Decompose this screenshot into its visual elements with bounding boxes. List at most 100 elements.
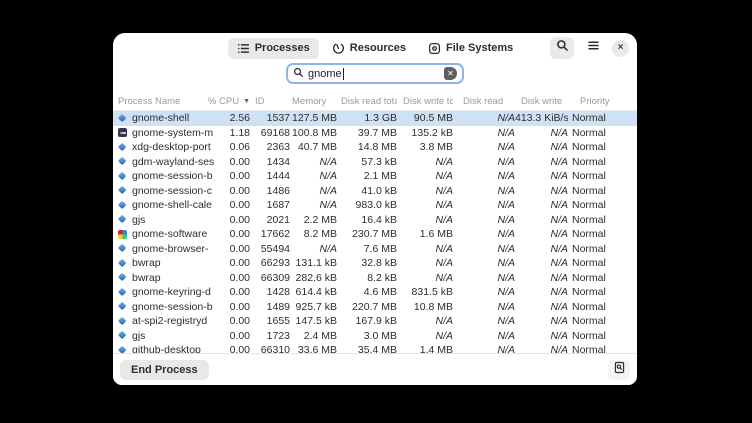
cell-disk-read: N/A: [497, 315, 515, 328]
tab-resources[interactable]: Resources: [323, 38, 415, 59]
column-header--cpu[interactable]: % CPU ▼: [207, 95, 250, 107]
cell-disk-read-total: 7.6 MB: [363, 242, 397, 255]
cell-memory: 131.1 kB: [295, 257, 337, 270]
cell-disk-read-total: 39.7 MB: [357, 126, 397, 139]
generic-app-icon: [118, 215, 127, 224]
cell-disk-write-total: N/A: [435, 257, 453, 270]
process-row[interactable]: gnome-shell 2.56 1537 127.5 MB 1.3 GB 90.5 MB…: [113, 111, 637, 126]
cell-process-name: xdg-desktop-port: [118, 141, 221, 153]
cell-disk-read: N/A: [497, 199, 515, 212]
cell-priority: Normal: [572, 112, 606, 125]
cell-process-name: gnome-system-m: [118, 127, 221, 139]
column-header-disk-read[interactable]: Disk read: [463, 95, 504, 107]
search-toggle-button[interactable]: [550, 37, 575, 59]
process-row[interactable]: gnome-software 0.00 17662 8.2 MB 230.7 MB 1.6…: [113, 227, 637, 242]
cell-disk-read-total: 2.1 MB: [363, 170, 397, 183]
process-row[interactable]: gdm-wayland-ses 0.00 1434 N/A 57.3 kB N/A N/A N…: [113, 155, 637, 170]
process-row[interactable]: gnome-browser- 0.00 55494 N/A 7.6 MB N/A N/A N/…: [113, 242, 637, 257]
cell-priority: Normal: [572, 170, 606, 183]
cell-disk-read-total: 32.8 kB: [361, 257, 397, 270]
process-row[interactable]: gnome-shell-cale 0.00 1687 N/A 983.0 kB N/A N/…: [113, 198, 637, 213]
cell-disk-write: N/A: [550, 126, 568, 139]
process-row[interactable]: gjs 0.00 1723 2.4 MB 3.0 MB N/A N/A N/A Normal: [113, 329, 637, 344]
cell-disk-write: N/A: [550, 199, 568, 212]
cell-disk-write: N/A: [550, 329, 568, 342]
generic-app-icon: [118, 201, 127, 210]
column-header-process-name[interactable]: Process Name: [118, 95, 181, 107]
cell-process-name: github-desktop: [118, 344, 221, 353]
cell-process-name: gnome-software: [118, 228, 221, 240]
process-row[interactable]: gnome-keyring-d 0.00 1428 614.4 kB 4.6 MB 831…: [113, 285, 637, 300]
cell-memory: 614.4 kB: [295, 286, 337, 299]
cell-memory: N/A: [319, 242, 337, 255]
cell-memory: 147.5 kB: [295, 315, 337, 328]
cell-memory: N/A: [319, 184, 337, 197]
cell-disk-read: N/A: [497, 112, 515, 125]
cell-id: 2021: [266, 213, 290, 226]
process-row[interactable]: gnome-session-b 0.00 1489 925.7 kB 220.7 MB 1…: [113, 300, 637, 315]
cell-id: 17662: [260, 228, 290, 241]
menu-button[interactable]: [581, 37, 605, 59]
cell-disk-read-total: 230.7 MB: [352, 228, 397, 241]
cell-disk-write-total: N/A: [435, 184, 453, 197]
process-name-label: gnome-system-m: [132, 126, 214, 139]
search-input[interactable]: [308, 67, 444, 80]
cell-memory: 8.2 MB: [303, 228, 337, 241]
tab-processes[interactable]: Processes: [227, 37, 319, 59]
process-name-label: gnome-keyring-d: [132, 286, 211, 299]
process-row[interactable]: at-spi2-registryd 0.00 1655 147.5 kB 167.9 k…: [113, 314, 637, 329]
cell-disk-write-total: 10.8 MB: [413, 300, 453, 313]
process-row[interactable]: xdg-desktop-port 0.06 2363 40.7 MB 14.8 MB 3.…: [113, 140, 637, 155]
clear-search-icon[interactable]: ✕: [444, 67, 457, 80]
cell-priority: Normal: [572, 300, 606, 313]
column-header-disk-read-total[interactable]: Disk read total: [341, 95, 397, 107]
process-name-label: xdg-desktop-port: [132, 141, 211, 154]
column-header-disk-write-total[interactable]: Disk write total: [403, 95, 453, 107]
tab-file-systems[interactable]: File Systems: [419, 38, 522, 59]
view-switcher: Processes Resources: [227, 37, 523, 59]
cell-process-name: gnome-session-c: [118, 185, 221, 197]
cell-cpu: 0.00: [229, 271, 250, 284]
cell-disk-write: N/A: [550, 184, 568, 197]
close-button[interactable]: ×: [612, 39, 630, 57]
process-row[interactable]: gjs 0.00 2021 2.2 MB 16.4 kB N/A N/A N/A Normal: [113, 213, 637, 228]
tab-file-systems-label: File Systems: [446, 42, 514, 54]
process-row[interactable]: github-desktop 0.00 66310 33.6 MB 35.4 MB 1.4…: [113, 343, 637, 353]
column-header-memory[interactable]: Memory: [292, 95, 327, 107]
cell-disk-read: N/A: [497, 141, 515, 154]
cell-disk-write-total: N/A: [435, 213, 453, 226]
cell-disk-write: N/A: [550, 286, 568, 299]
process-row[interactable]: gnome-session-c 0.00 1486 N/A 41.0 kB N/A N/A N…: [113, 184, 637, 199]
generic-app-icon: [118, 331, 127, 340]
process-row[interactable]: bwrap 0.00 66293 131.1 kB 32.8 kB N/A N/A N/A No…: [113, 256, 637, 271]
search-entry[interactable]: ✕: [286, 63, 464, 84]
cell-cpu: 0.00: [229, 344, 250, 353]
cell-disk-read: N/A: [497, 271, 515, 284]
column-header-priority[interactable]: Priority: [580, 95, 610, 107]
process-row[interactable]: gnome-session-b 0.00 1444 N/A 2.1 MB N/A N/A N/…: [113, 169, 637, 184]
column-header-id[interactable]: ID: [255, 95, 265, 107]
process-row[interactable]: bwrap 0.00 66309 282.6 kB 8.2 kB N/A N/A N/A Nor…: [113, 271, 637, 286]
end-process-button[interactable]: End Process: [120, 359, 209, 380]
cell-cpu: 0.00: [229, 315, 250, 328]
generic-app-icon: [118, 273, 127, 282]
cell-process-name: gnome-browser-: [118, 243, 221, 255]
close-icon: ×: [617, 42, 624, 53]
cell-cpu: 2.56: [229, 112, 250, 125]
cell-disk-write: N/A: [550, 300, 568, 313]
process-name-label: gnome-shell: [132, 112, 190, 125]
system-monitor-app-icon: [118, 128, 127, 138]
generic-app-icon: [118, 143, 127, 152]
column-header-disk-write[interactable]: Disk write: [521, 95, 563, 107]
cell-id: 1486: [266, 184, 290, 197]
cell-memory: 925.7 kB: [295, 300, 337, 313]
process-row[interactable]: gnome-system-m 1.18 69168 100.8 MB 39.7 MB 13…: [113, 126, 637, 141]
cell-cpu: 0.00: [229, 155, 250, 168]
cell-disk-read-total: 220.7 MB: [352, 300, 397, 313]
cell-disk-write-total: 90.5 MB: [413, 112, 453, 125]
cell-memory: N/A: [319, 170, 337, 183]
cell-priority: Normal: [572, 271, 606, 284]
process-properties-button[interactable]: [608, 359, 630, 380]
cell-id: 1489: [266, 300, 290, 313]
headerbar-right: ×: [522, 37, 630, 59]
